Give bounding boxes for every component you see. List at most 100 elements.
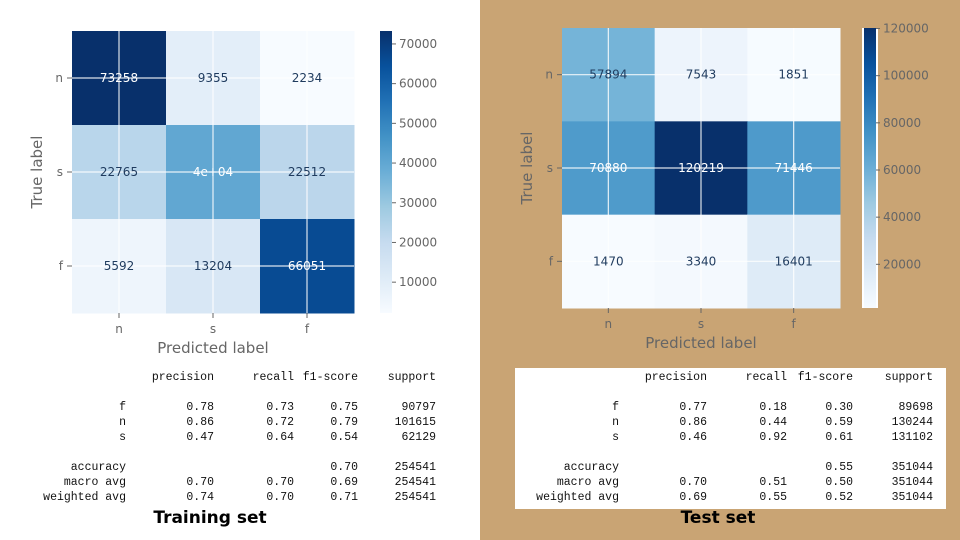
- test-ytick-n: n: [545, 68, 553, 82]
- test-report-class-row: f 0.77 0.18 0.30 89698: [521, 400, 933, 415]
- test-report-cell: 351044: [891, 461, 933, 474]
- test-report-cell: 351044: [891, 491, 933, 504]
- test-colorbar-tick-label: 80000: [883, 116, 921, 130]
- test-report-header: precision recall f1-score support: [521, 370, 933, 385]
- train-report-cell: 0.86: [186, 416, 214, 429]
- train-cell-label-s-f: 22512: [288, 165, 326, 179]
- test-colorbar-tick-label: 120000: [883, 22, 929, 36]
- test-colorbar-tick-label: 20000: [883, 257, 921, 271]
- train-report-column-precision: precision: [151, 371, 214, 384]
- train-ytick-f: f: [59, 259, 64, 273]
- test-report-cell: 0.52: [825, 491, 853, 504]
- train-report-cell: 0.64: [266, 431, 294, 444]
- test-report-cell: 130244: [891, 416, 933, 429]
- test-report-spacer: [521, 445, 933, 460]
- test-report-cell: 0.51: [759, 476, 787, 489]
- test-report-cell: macro avg: [556, 476, 619, 489]
- train-report-cell: 0.74: [186, 491, 214, 504]
- test-report-cell: 0.77: [679, 401, 707, 414]
- training-confusion-matrix: 73258 9355 2234 22765 4e+04 22512 5592 13204 660…: [28, 31, 437, 357]
- test-cell-label-n-f: 1851: [778, 68, 809, 82]
- test-report-summary-row: weighted avg 0.69 0.55 0.52 351044: [521, 490, 933, 505]
- test-report-cell: 131102: [891, 431, 933, 444]
- test-report-cell: 0.70: [679, 476, 707, 489]
- train-report-cell: 0.54: [330, 431, 358, 444]
- test-report-cell: n: [612, 416, 619, 429]
- train-report-cell: 0.69: [330, 476, 358, 489]
- train-ytick-n: n: [55, 71, 63, 85]
- test-report-cell: 0.50: [825, 476, 853, 489]
- train-cell-label-s-n: 22765: [100, 165, 138, 179]
- test-ytick-f: f: [549, 254, 554, 268]
- train-report-column-support: support: [387, 371, 436, 384]
- test-cell-label-f-s: 3340: [686, 254, 717, 268]
- train-report-cell: 0.78: [186, 401, 214, 414]
- train-colorbar-tick-label: 70000: [399, 37, 437, 51]
- test-cell-label-f-n: 1470: [593, 254, 624, 268]
- train-report-cell: 62129: [401, 431, 436, 444]
- train-report-cell: 0.70: [266, 476, 294, 489]
- train-report-cell: 0.73: [266, 401, 294, 414]
- test-cell-label-s-f: 71446: [775, 161, 813, 175]
- train-report-spacer: [32, 445, 436, 460]
- test-cell-label-n-s: 7543: [686, 68, 717, 82]
- train-report-column-recall: recall: [252, 371, 294, 384]
- test-report-cell: accuracy: [563, 461, 619, 474]
- train-cell-label-s-s: 4e+04: [193, 165, 233, 179]
- test-report-cell: 0.92: [759, 431, 787, 444]
- train-report-cell: [126, 460, 214, 475]
- train-colorbar-tick-label: 20000: [399, 235, 437, 249]
- training-set-caption: Training set: [153, 508, 267, 528]
- train-report-class-row: f 0.78 0.73 0.75 90797: [32, 400, 436, 415]
- test-report-cell: [707, 460, 787, 475]
- train-report-cell: 254541: [394, 476, 436, 489]
- train-report-cell: 0.75: [330, 401, 358, 414]
- train-cell-label-f-f: 66051: [288, 259, 326, 273]
- training-classification-report: precision recall f1-score support f 0.78 0.73 0…: [28, 368, 440, 507]
- test-cell-label-n-n: 57894: [589, 68, 627, 82]
- train-report-cell: 254541: [394, 461, 436, 474]
- train-cell-label-n-f: 2234: [292, 71, 323, 85]
- train-report-cell: [214, 460, 294, 475]
- train-cell-label-n-s: 9355: [198, 71, 229, 85]
- train-report-summary-row: macro avg 0.70 0.70 0.69 254541: [32, 475, 436, 490]
- train-report-cell: 90797: [401, 401, 436, 414]
- test-report-cell: 0.55: [759, 491, 787, 504]
- test-xtick-f: f: [792, 317, 797, 331]
- train-colorbar-tick-label: 10000: [399, 275, 437, 289]
- train-report-cell: 0.70: [330, 461, 358, 474]
- test-report-cell: 89698: [898, 401, 933, 414]
- test-cell-label-s-s: 120219: [678, 161, 724, 175]
- train-report-spacer: [32, 385, 436, 400]
- train-report-cell: macro avg: [63, 476, 126, 489]
- train-report-cell: 0.71: [330, 491, 358, 504]
- train-report-cell: 254541: [394, 491, 436, 504]
- train-xtick-f: f: [305, 322, 310, 336]
- test-report-cell: 0.61: [825, 431, 853, 444]
- train-report-cell: 0.47: [186, 431, 214, 444]
- test-ylabel: True label: [518, 132, 536, 206]
- train-cell-label-f-n: 5592: [104, 259, 135, 273]
- train-report-cell: 0.70: [266, 491, 294, 504]
- train-report-summary-row: accuracy 0.70 254541: [32, 460, 436, 475]
- test-report-cell: 0.46: [679, 431, 707, 444]
- test-report-summary-row: accuracy 0.55 351044: [521, 460, 933, 475]
- test-classification-report: precision recall f1-score support f 0.77 0.18 0…: [515, 368, 946, 509]
- train-xtick-n: n: [115, 322, 123, 336]
- train-ylabel: True label: [28, 136, 46, 210]
- test-report-column-recall: recall: [745, 371, 787, 384]
- train-report-header: precision recall f1-score support: [32, 370, 436, 385]
- train-report-class-row: s 0.47 0.64 0.54 62129: [32, 430, 436, 445]
- train-colorbar-tick-label: 50000: [399, 116, 437, 130]
- test-set-caption: Test set: [680, 508, 756, 528]
- train-cell-label-n-n: 73258: [100, 71, 138, 85]
- test-colorbar-tick-label: 100000: [883, 69, 929, 83]
- train-xtick-s: s: [210, 322, 216, 336]
- test-xtick-s: s: [698, 317, 704, 331]
- test-colorbar-tick-label: 40000: [883, 210, 921, 224]
- test-report-class-row: s 0.46 0.92 0.61 131102: [521, 430, 933, 445]
- train-report-class-row: n 0.86 0.72 0.79 101615: [32, 415, 436, 430]
- test-cell-label-f-f: 16401: [775, 254, 813, 268]
- train-cell-label-f-s: 13204: [194, 259, 232, 273]
- test-xtick-n: n: [605, 317, 613, 331]
